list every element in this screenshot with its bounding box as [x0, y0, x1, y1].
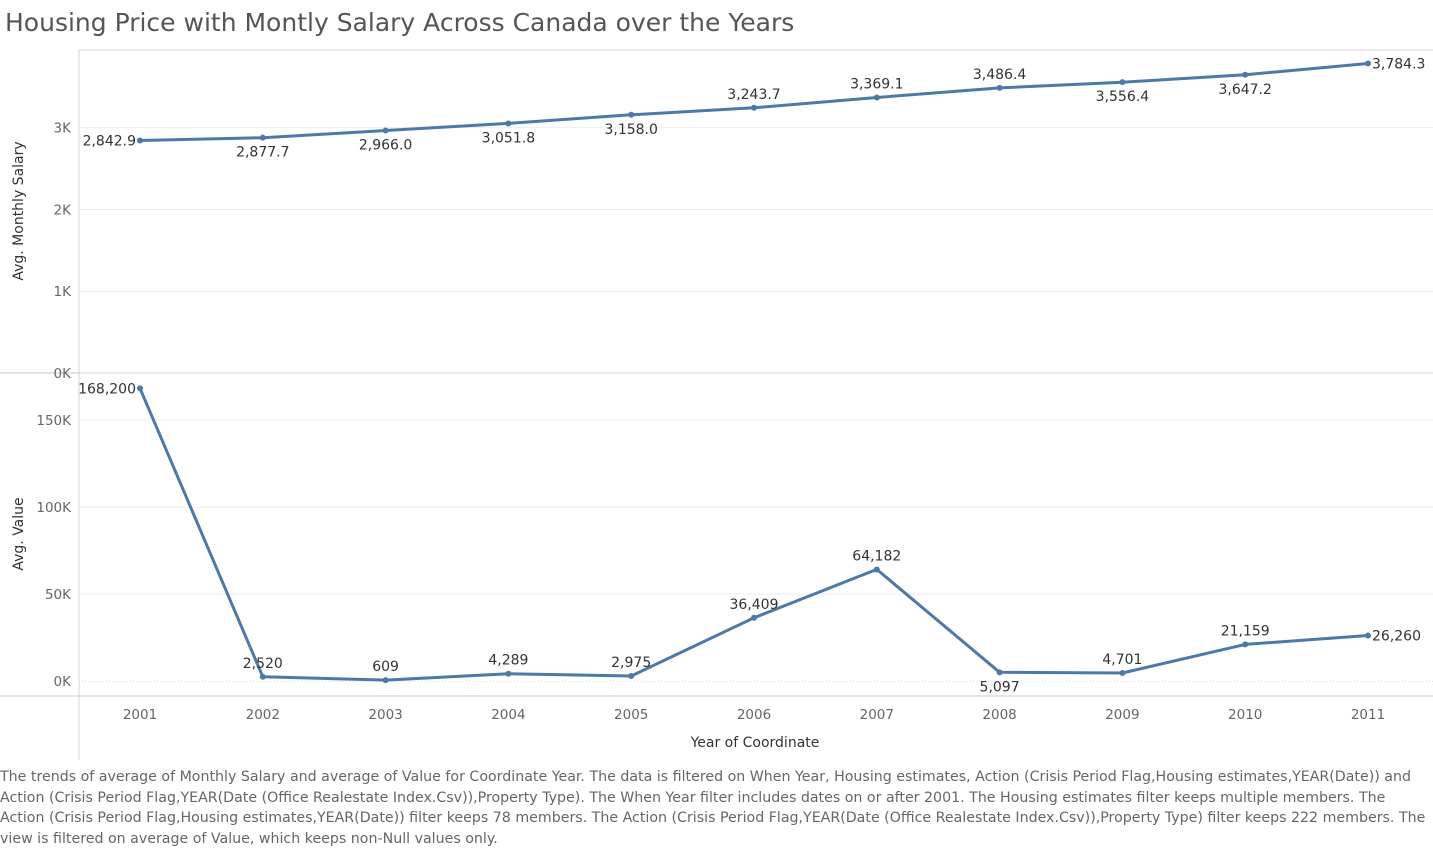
x-tick-label: 2011	[1351, 707, 1385, 723]
data-point	[137, 385, 143, 392]
x-axis: 2001 2002 2003 2004 2005 2006 2007 2008 2009 2010…	[123, 707, 1385, 751]
data-label: 3,556.4	[1096, 89, 1150, 105]
data-point	[628, 111, 635, 118]
data-point	[259, 673, 266, 680]
data-point	[1365, 60, 1371, 67]
data-label: 2,520	[243, 656, 283, 672]
data-point	[751, 614, 757, 621]
data-point	[137, 137, 143, 144]
data-point	[996, 669, 1003, 676]
data-label: 5,097	[980, 679, 1020, 695]
y-tick-label: 150K	[36, 413, 72, 429]
y-axis-title: Avg. Monthly Salary	[11, 141, 27, 280]
data-point	[259, 134, 266, 141]
salary-panel: 0K 1K 2K 3K Avg. Monthly Salary 2,842.9 2,877.…	[11, 57, 1433, 382]
data-label: 2,842.9	[83, 134, 136, 150]
data-label: 3,243.7	[727, 87, 780, 103]
y-tick-label: 1K	[54, 284, 73, 300]
data-label: 3,051.8	[482, 130, 535, 146]
data-label: 3,486.4	[973, 67, 1027, 83]
chart-caption: The trends of average of Monthly Salary …	[0, 769, 1426, 847]
data-point	[505, 120, 512, 127]
x-tick-label: 2008	[982, 707, 1016, 723]
data-point	[751, 104, 757, 111]
x-tick-label: 2007	[860, 707, 894, 723]
data-label: 36,409	[730, 597, 779, 613]
data-label: 3,158.0	[604, 122, 657, 138]
data-point	[1365, 632, 1371, 639]
data-label: 168,200	[78, 381, 136, 397]
data-point	[996, 84, 1003, 91]
data-label: 3,369.1	[850, 77, 903, 93]
x-tick-label: 2006	[737, 707, 771, 723]
data-label: 2,966.0	[359, 137, 412, 153]
y-tick-label: 3K	[54, 121, 73, 137]
chart-title: Housing Price with Montly Salary Across …	[5, 8, 795, 37]
data-label: 609	[372, 659, 399, 675]
y-tick-label: 50K	[45, 587, 72, 603]
data-point	[873, 566, 880, 573]
data-point	[382, 127, 389, 134]
data-label: 3,647.2	[1218, 82, 1271, 98]
data-point	[505, 670, 512, 677]
y-tick-label: 0K	[54, 366, 73, 382]
x-tick-label: 2003	[368, 707, 402, 723]
x-tick-label: 2001	[123, 707, 157, 723]
y-tick-label: 2K	[54, 202, 73, 218]
data-point	[1119, 670, 1126, 677]
data-label: 26,260	[1372, 628, 1421, 644]
data-point	[628, 673, 635, 680]
data-point	[1242, 71, 1249, 78]
series-line	[138, 386, 1370, 682]
data-point	[382, 677, 389, 684]
chart-frame	[0, 49, 1433, 760]
data-label: 2,877.7	[236, 145, 289, 161]
y-tick-label: 100K	[36, 500, 72, 516]
x-tick-label: 2010	[1228, 707, 1262, 723]
x-axis-title: Year of Coordinate	[690, 735, 820, 751]
data-point	[873, 94, 880, 101]
data-label: 2,975	[611, 655, 651, 671]
data-label: 64,182	[852, 548, 901, 564]
value-panel: 0K 50K 100K 150K Avg. Value 168,200 2,520 609 4,…	[11, 381, 1433, 695]
data-label: 4,289	[488, 653, 528, 669]
y-tick-label: 0K	[54, 674, 73, 690]
data-label: 3,784.3	[1372, 57, 1425, 73]
x-tick-label: 2009	[1105, 707, 1139, 723]
data-point	[1119, 79, 1126, 86]
x-tick-label: 2002	[246, 707, 280, 723]
x-tick-label: 2005	[614, 707, 648, 723]
x-tick-label: 2004	[491, 707, 525, 723]
y-axis-title: Avg. Value	[11, 497, 27, 570]
dual-line-chart: 0K 1K 2K 3K Avg. Monthly Salary 2,842.9 2,877.…	[0, 49, 1433, 760]
data-point	[1242, 641, 1249, 648]
data-label: 4,701	[1102, 652, 1142, 668]
data-label: 21,159	[1221, 623, 1270, 639]
